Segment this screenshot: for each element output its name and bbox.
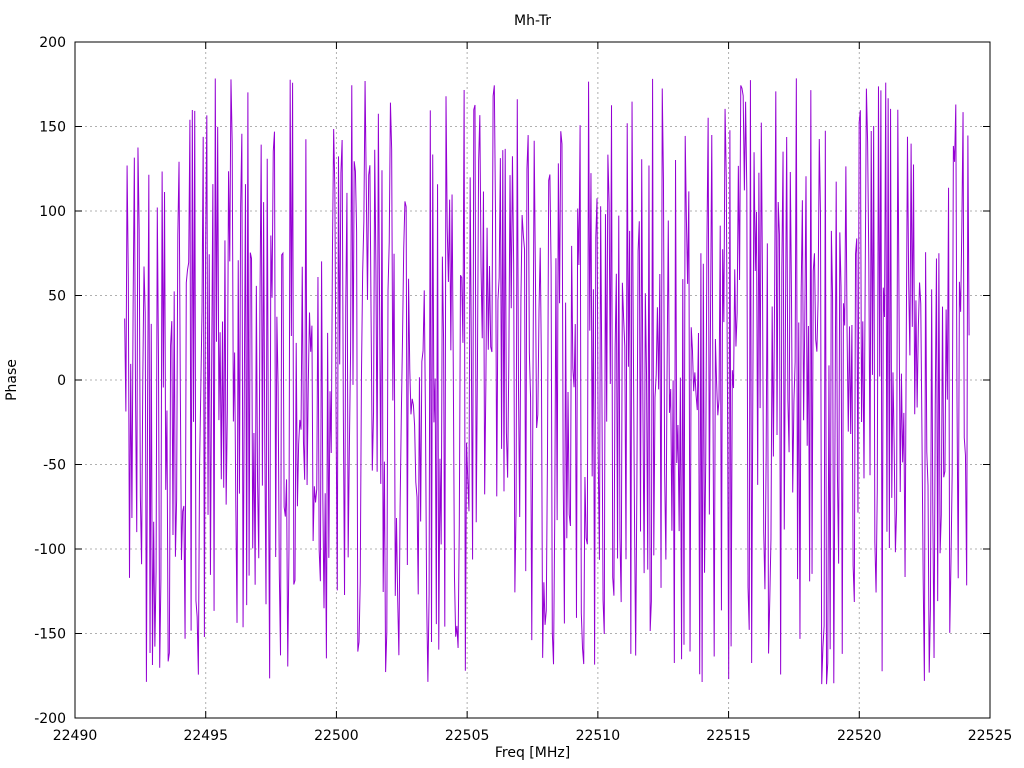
y-tick-label: -50: [43, 458, 66, 474]
y-tick-label: -100: [34, 542, 66, 558]
y-tick-label: 0: [57, 373, 66, 389]
phase-trace: [124, 78, 970, 685]
y-tick-label: 100: [39, 204, 66, 220]
y-tick-label: 200: [39, 35, 66, 51]
data-layer: [124, 78, 970, 685]
y-tick-label: 150: [39, 120, 66, 136]
x-tick-label: 22510: [576, 728, 621, 744]
x-tick-label: 22495: [183, 728, 228, 744]
x-tick-label: 22490: [53, 728, 98, 744]
x-axis-label: Freq [MHz]: [495, 745, 570, 761]
x-tick-label: 22500: [314, 728, 359, 744]
tick-label-layer: 22490 22495 22500 22505 22510 22515 22520 22525…: [34, 35, 1012, 744]
x-tick-label: 22505: [445, 728, 490, 744]
x-tick-label: 22525: [968, 728, 1013, 744]
y-tick-label: 50: [48, 289, 66, 305]
y-tick-label: -200: [34, 711, 66, 727]
chart-title: Mh-Tr: [514, 13, 551, 29]
y-axis-label: Phase: [4, 359, 20, 401]
x-tick-label: 22515: [706, 728, 751, 744]
x-tick-label: 22520: [837, 728, 882, 744]
plot-frame: [74, 41, 991, 719]
y-tick-label: -150: [34, 627, 66, 643]
